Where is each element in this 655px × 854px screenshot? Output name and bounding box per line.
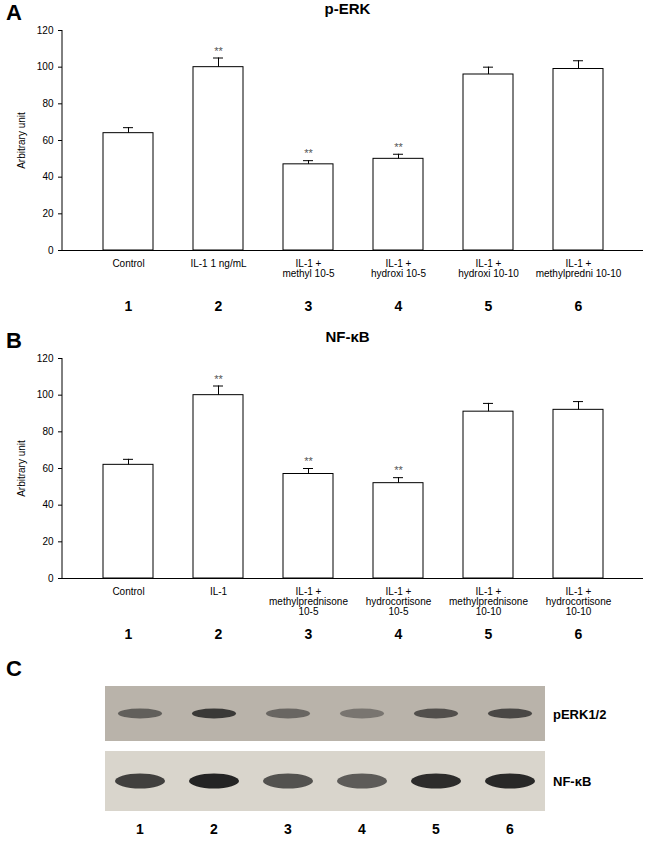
svg-text:4: 4 [395, 626, 403, 642]
svg-text:2: 2 [215, 298, 223, 314]
svg-text:3: 3 [284, 821, 292, 837]
svg-text:**: ** [304, 147, 313, 159]
svg-text:3: 3 [305, 298, 313, 314]
svg-text:IL-1 +methylpredni 10-10: IL-1 +methylpredni 10-10 [536, 258, 622, 279]
svg-text:pERK1/2: pERK1/2 [553, 707, 606, 722]
svg-text:80: 80 [42, 426, 54, 437]
svg-text:6: 6 [506, 821, 514, 837]
svg-text:120: 120 [37, 353, 54, 364]
svg-text:100: 100 [37, 389, 54, 400]
html-text:p-ERK: p-ERK [324, 0, 371, 17]
svg-text:Arbitrary unit: Arbitrary unit [16, 440, 27, 497]
svg-text:6: 6 [575, 626, 583, 642]
svg-text:**: ** [304, 455, 313, 467]
svg-text:2: 2 [210, 821, 218, 837]
svg-text:40: 40 [42, 171, 54, 182]
svg-text:1: 1 [136, 821, 144, 837]
svg-text:Control: Control [112, 258, 144, 269]
svg-text:1: 1 [125, 298, 133, 314]
svg-text:IL-1 +methylprednisone10-10: IL-1 +methylprednisone10-10 [449, 586, 528, 617]
svg-text:80: 80 [42, 98, 54, 109]
svg-text:5: 5 [432, 821, 440, 837]
svg-text:IL-1 +hydrocortisone10-10: IL-1 +hydrocortisone10-10 [546, 586, 612, 617]
svg-text:5: 5 [485, 298, 493, 314]
svg-text:IL-1 +hydroxi 10-5: IL-1 +hydroxi 10-5 [371, 258, 426, 279]
svg-text:**: ** [214, 373, 223, 385]
svg-text:IL-1 +hydrocortisone10-5: IL-1 +hydrocortisone10-5 [366, 586, 432, 617]
svg-text:Control: Control [112, 586, 144, 597]
svg-text:Arbitrary unit: Arbitrary unit [16, 112, 27, 169]
svg-text:1: 1 [125, 626, 133, 642]
svg-text:IL-1 +methyl 10-5: IL-1 +methyl 10-5 [282, 258, 335, 279]
svg-text:0: 0 [48, 245, 54, 256]
svg-text:6: 6 [575, 298, 583, 314]
svg-text:**: ** [394, 141, 403, 153]
svg-text:NF-κB: NF-κB [553, 774, 591, 789]
svg-text:**: ** [394, 464, 403, 476]
svg-text:IL-1 +methylprednisone10-5: IL-1 +methylprednisone10-5 [269, 586, 348, 617]
svg-text:40: 40 [42, 499, 54, 510]
svg-text:120: 120 [37, 25, 54, 36]
svg-text:100: 100 [37, 61, 54, 72]
svg-text:3: 3 [305, 626, 313, 642]
svg-text:2: 2 [215, 626, 223, 642]
svg-text:IL-1 +hydroxi 10-10: IL-1 +hydroxi 10-10 [458, 258, 519, 279]
html-text:B: B [6, 328, 22, 353]
svg-text:4: 4 [395, 298, 403, 314]
svg-text:**: ** [214, 45, 223, 57]
html-text:C: C [6, 656, 22, 681]
svg-text:60: 60 [42, 135, 54, 146]
html-text:NF-κB: NF-κB [325, 328, 370, 345]
svg-text:5: 5 [485, 626, 493, 642]
svg-text:0: 0 [48, 573, 54, 584]
svg-text:20: 20 [42, 536, 54, 547]
svg-text:IL-1 1 ng/mL: IL-1 1 ng/mL [190, 258, 247, 269]
html-text:A: A [6, 0, 22, 25]
svg-text:IL-1: IL-1 [210, 586, 228, 597]
svg-text:60: 60 [42, 463, 54, 474]
svg-text:4: 4 [358, 821, 366, 837]
svg-text:20: 20 [42, 208, 54, 219]
